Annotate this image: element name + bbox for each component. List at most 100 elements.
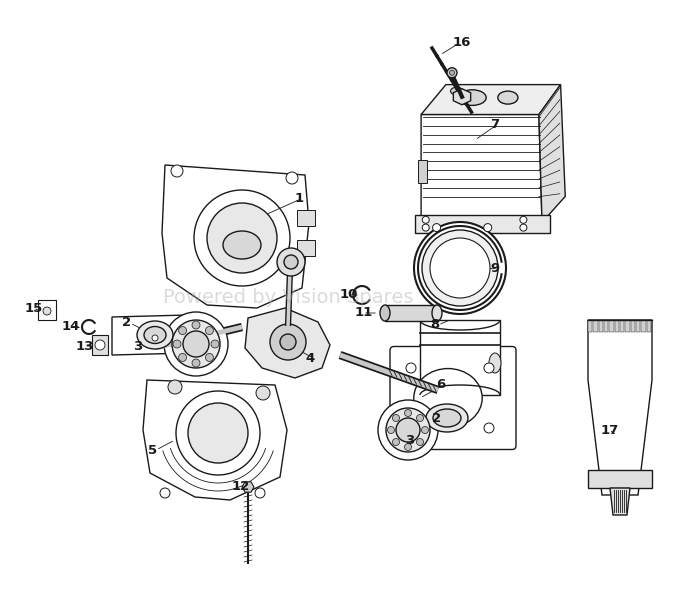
Circle shape [188, 403, 248, 463]
Circle shape [192, 321, 200, 329]
Circle shape [422, 427, 429, 434]
Text: 1: 1 [295, 192, 304, 205]
Circle shape [256, 386, 270, 400]
Polygon shape [421, 84, 561, 114]
Circle shape [192, 359, 200, 367]
Text: 4: 4 [305, 352, 314, 365]
Bar [297, 210, 315, 226]
Circle shape [447, 68, 457, 78]
Polygon shape [610, 488, 630, 515]
Circle shape [95, 340, 105, 350]
Circle shape [422, 230, 498, 306]
Bar [604, 320, 608, 332]
Ellipse shape [380, 305, 390, 321]
Circle shape [172, 320, 220, 368]
Circle shape [255, 488, 265, 498]
Circle shape [280, 334, 296, 350]
Circle shape [205, 353, 214, 361]
Circle shape [183, 331, 209, 357]
Text: 6: 6 [436, 378, 445, 392]
Circle shape [270, 324, 306, 360]
Circle shape [406, 423, 416, 433]
Circle shape [284, 255, 298, 269]
Bar [420, 320, 500, 395]
Circle shape [378, 400, 438, 460]
Circle shape [414, 222, 506, 314]
Circle shape [179, 327, 187, 334]
Circle shape [416, 415, 423, 421]
Bar [38, 300, 56, 320]
Circle shape [520, 224, 527, 231]
Bar [588, 320, 592, 332]
Bar [415, 215, 550, 233]
Ellipse shape [144, 327, 166, 343]
Text: 13: 13 [76, 340, 94, 352]
Text: 10: 10 [340, 289, 359, 302]
Ellipse shape [223, 231, 261, 259]
Polygon shape [162, 165, 309, 308]
Text: 2: 2 [122, 317, 131, 330]
Bar [636, 320, 640, 332]
Ellipse shape [137, 321, 173, 349]
Ellipse shape [426, 404, 468, 432]
Polygon shape [421, 114, 542, 223]
Circle shape [173, 340, 181, 348]
Text: 17: 17 [601, 424, 619, 437]
Text: 8: 8 [430, 318, 439, 331]
Text: 14: 14 [62, 320, 80, 333]
Text: 2: 2 [432, 412, 441, 424]
Text: 7: 7 [490, 117, 499, 130]
FancyBboxPatch shape [390, 346, 516, 449]
Circle shape [423, 217, 429, 223]
Bar [631, 320, 635, 332]
Bar [646, 320, 651, 332]
Polygon shape [539, 84, 565, 223]
Text: 5: 5 [148, 443, 157, 456]
Circle shape [152, 335, 158, 341]
Text: Powered by Vision Spares: Powered by Vision Spares [164, 288, 414, 307]
Bar [642, 320, 646, 332]
Circle shape [286, 172, 298, 184]
Bar [625, 320, 630, 332]
Circle shape [164, 312, 228, 376]
Circle shape [392, 415, 399, 421]
Ellipse shape [498, 91, 518, 104]
Circle shape [484, 224, 492, 231]
Circle shape [207, 203, 277, 273]
Circle shape [160, 488, 170, 498]
Ellipse shape [458, 90, 486, 105]
Bar [620, 320, 624, 332]
Polygon shape [143, 380, 287, 500]
Polygon shape [242, 482, 254, 492]
Circle shape [406, 363, 416, 373]
Polygon shape [245, 308, 330, 378]
Ellipse shape [414, 368, 482, 427]
Ellipse shape [432, 305, 442, 321]
Ellipse shape [451, 87, 463, 95]
Circle shape [405, 443, 412, 450]
Text: 9: 9 [490, 261, 499, 274]
Circle shape [405, 409, 412, 416]
Circle shape [433, 224, 440, 231]
Ellipse shape [489, 353, 501, 373]
Bar [609, 320, 613, 332]
Bar [92, 335, 108, 355]
Circle shape [430, 238, 490, 298]
Bar [598, 320, 603, 332]
Circle shape [387, 427, 394, 434]
Circle shape [396, 418, 420, 442]
Circle shape [205, 327, 214, 334]
Polygon shape [453, 89, 471, 105]
Bar [588, 470, 652, 488]
Text: 15: 15 [25, 302, 43, 315]
Circle shape [194, 190, 290, 286]
Circle shape [423, 224, 429, 231]
Text: 12: 12 [232, 481, 250, 493]
Bar [418, 160, 427, 183]
Circle shape [179, 353, 187, 361]
Circle shape [520, 217, 527, 223]
Circle shape [416, 439, 423, 446]
Circle shape [484, 423, 494, 433]
Circle shape [484, 363, 494, 373]
Bar [594, 320, 598, 332]
